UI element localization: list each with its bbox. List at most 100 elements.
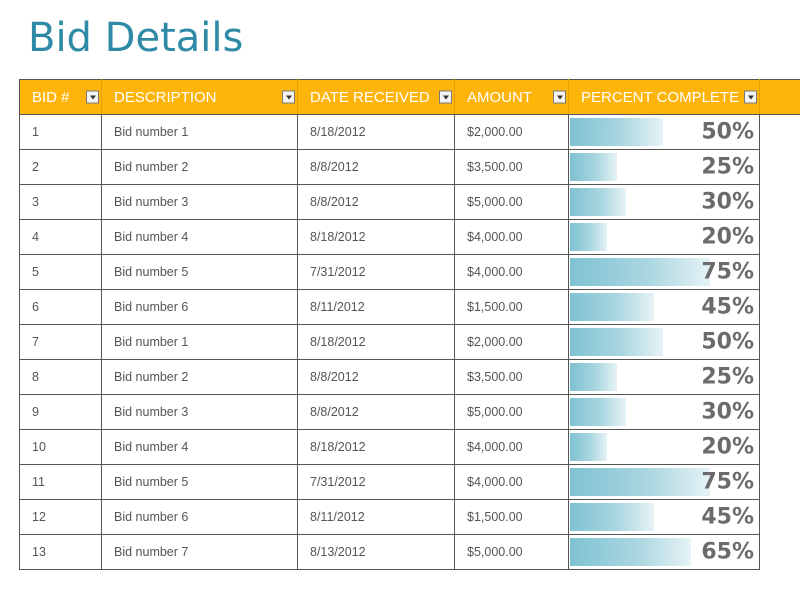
- bid-cell[interactable]: 4: [19, 219, 102, 255]
- date-received-cell[interactable]: 8/8/2012: [297, 394, 455, 430]
- filter-dropdown-icon[interactable]: [553, 90, 566, 104]
- percent-complete-bar: [570, 153, 617, 181]
- percent-complete-cell[interactable]: 30%: [568, 394, 760, 430]
- percent-complete-bar: [570, 258, 710, 286]
- amount-cell[interactable]: $5,000.00: [454, 394, 569, 430]
- amount-cell[interactable]: $4,000.00: [454, 254, 569, 290]
- empty-cell: [760, 325, 800, 360]
- empty-cell: [760, 220, 800, 255]
- bid-cell[interactable]: 3: [19, 184, 102, 220]
- date-received-cell[interactable]: 8/8/2012: [297, 149, 455, 185]
- amount-cell[interactable]: $4,000.00: [454, 219, 569, 255]
- amount-cell[interactable]: $5,000.00: [454, 534, 569, 570]
- percent-complete-value: 75%: [701, 259, 754, 285]
- amount-cell[interactable]: $3,500.00: [454, 359, 569, 395]
- percent-complete-value: 45%: [701, 294, 754, 320]
- bid-cell[interactable]: 9: [19, 394, 102, 430]
- description-cell[interactable]: Bid number 2: [101, 149, 298, 185]
- percent-complete-bar: [570, 363, 617, 391]
- percent-complete-cell[interactable]: 45%: [568, 289, 760, 325]
- bid-cell[interactable]: 6: [19, 289, 102, 325]
- bid-cell[interactable]: 1: [19, 114, 102, 150]
- column-header-label: DESCRIPTION: [114, 88, 217, 106]
- percent-complete-cell[interactable]: 20%: [568, 429, 760, 465]
- percent-complete-value: 20%: [701, 224, 754, 250]
- percent-complete-cell[interactable]: 30%: [568, 184, 760, 220]
- date-received-cell[interactable]: 8/18/2012: [297, 429, 455, 465]
- percent-complete-cell[interactable]: 75%: [568, 464, 760, 500]
- amount-cell[interactable]: $2,000.00: [454, 324, 569, 360]
- empty-cell: [760, 115, 800, 150]
- table-row[interactable]: 10 Bid number 4 8/18/2012 $4,000.00 20%: [19, 429, 800, 465]
- description-cell[interactable]: Bid number 2: [101, 359, 298, 395]
- percent-complete-cell[interactable]: 50%: [568, 324, 760, 360]
- percent-complete-cell[interactable]: 45%: [568, 499, 760, 535]
- amount-cell[interactable]: $2,000.00: [454, 114, 569, 150]
- amount-cell[interactable]: $4,000.00: [454, 429, 569, 465]
- table-row[interactable]: 3 Bid number 3 8/8/2012 $5,000.00 30%: [19, 184, 800, 220]
- description-cell[interactable]: Bid number 6: [101, 499, 298, 535]
- amount-cell[interactable]: $1,500.00: [454, 499, 569, 535]
- table-row[interactable]: 2 Bid number 2 8/8/2012 $3,500.00 25%: [19, 149, 800, 185]
- filter-dropdown-icon[interactable]: [86, 90, 99, 104]
- description-cell[interactable]: Bid number 4: [101, 219, 298, 255]
- description-cell[interactable]: Bid number 3: [101, 394, 298, 430]
- description-cell[interactable]: Bid number 5: [101, 254, 298, 290]
- percent-complete-cell[interactable]: 65%: [568, 534, 760, 570]
- table-row[interactable]: 9 Bid number 3 8/8/2012 $5,000.00 30%: [19, 394, 800, 430]
- percent-complete-bar: [570, 293, 654, 321]
- percent-complete-cell[interactable]: 25%: [568, 149, 760, 185]
- date-received-cell[interactable]: 8/18/2012: [297, 324, 455, 360]
- filter-dropdown-icon[interactable]: [439, 90, 452, 104]
- percent-complete-bar: [570, 538, 691, 566]
- table-row[interactable]: 7 Bid number 1 8/18/2012 $2,000.00 50%: [19, 324, 800, 360]
- bid-cell[interactable]: 5: [19, 254, 102, 290]
- table-row[interactable]: 11 Bid number 5 7/31/2012 $4,000.00 75%: [19, 464, 800, 500]
- date-received-cell[interactable]: 8/18/2012: [297, 114, 455, 150]
- amount-cell[interactable]: $3,500.00: [454, 149, 569, 185]
- percent-complete-value: 25%: [701, 364, 754, 390]
- bid-cell[interactable]: 11: [19, 464, 102, 500]
- date-received-cell[interactable]: 7/31/2012: [297, 254, 455, 290]
- date-received-cell[interactable]: 8/8/2012: [297, 184, 455, 220]
- filter-dropdown-icon[interactable]: [282, 90, 295, 104]
- description-cell[interactable]: Bid number 7: [101, 534, 298, 570]
- bid-cell[interactable]: 7: [19, 324, 102, 360]
- amount-cell[interactable]: $4,000.00: [454, 464, 569, 500]
- description-cell[interactable]: Bid number 1: [101, 114, 298, 150]
- bid-cell[interactable]: 13: [19, 534, 102, 570]
- description-cell[interactable]: Bid number 4: [101, 429, 298, 465]
- percent-complete-cell[interactable]: 75%: [568, 254, 760, 290]
- description-cell[interactable]: Bid number 3: [101, 184, 298, 220]
- table-row[interactable]: 12 Bid number 6 8/11/2012 $1,500.00 45%: [19, 499, 800, 535]
- bid-cell[interactable]: 12: [19, 499, 102, 535]
- date-received-cell[interactable]: 8/18/2012: [297, 219, 455, 255]
- table-row[interactable]: 13 Bid number 7 8/13/2012 $5,000.00 65%: [19, 534, 800, 570]
- filter-dropdown-icon[interactable]: [744, 90, 757, 104]
- date-received-cell[interactable]: 8/11/2012: [297, 499, 455, 535]
- table-row[interactable]: 5 Bid number 5 7/31/2012 $4,000.00 75%: [19, 254, 800, 290]
- table-row[interactable]: 6 Bid number 6 8/11/2012 $1,500.00 45%: [19, 289, 800, 325]
- percent-complete-cell[interactable]: 25%: [568, 359, 760, 395]
- bid-cell[interactable]: 2: [19, 149, 102, 185]
- date-received-cell[interactable]: 8/8/2012: [297, 359, 455, 395]
- table-row[interactable]: 1 Bid number 1 8/18/2012 $2,000.00 50%: [19, 114, 800, 150]
- bid-cell[interactable]: 10: [19, 429, 102, 465]
- description-cell[interactable]: Bid number 1: [101, 324, 298, 360]
- amount-cell[interactable]: $1,500.00: [454, 289, 569, 325]
- description-cell[interactable]: Bid number 6: [101, 289, 298, 325]
- empty-cell: [760, 290, 800, 325]
- table-row[interactable]: 8 Bid number 2 8/8/2012 $3,500.00 25%: [19, 359, 800, 395]
- amount-cell[interactable]: $5,000.00: [454, 184, 569, 220]
- empty-cell: [760, 500, 800, 535]
- table-row[interactable]: 4 Bid number 4 8/18/2012 $4,000.00 20%: [19, 219, 800, 255]
- percent-complete-cell[interactable]: 20%: [568, 219, 760, 255]
- bid-cell[interactable]: 8: [19, 359, 102, 395]
- percent-complete-cell[interactable]: 50%: [568, 114, 760, 150]
- date-received-cell[interactable]: 7/31/2012: [297, 464, 455, 500]
- description-cell[interactable]: Bid number 5: [101, 464, 298, 500]
- empty-cell: [760, 360, 800, 395]
- date-received-cell[interactable]: 8/13/2012: [297, 534, 455, 570]
- date-received-cell[interactable]: 8/11/2012: [297, 289, 455, 325]
- percent-complete-value: 65%: [701, 539, 754, 565]
